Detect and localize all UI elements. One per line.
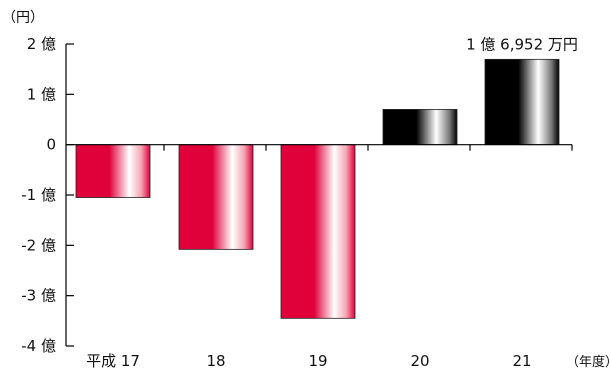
x-tick-label: 18 xyxy=(206,352,225,370)
x-tick-label: 19 xyxy=(308,352,327,370)
x-tick-label: 21 xyxy=(512,352,531,370)
x-axis: 平成 17 18 19 20 21 xyxy=(66,144,573,370)
y-axis: 2 億 1 億 0 -1 億 -2 億 -3 億 -4 億 xyxy=(21,35,74,355)
y-tick-label: 2 億 xyxy=(27,35,56,53)
y-tick-label: 1 億 xyxy=(27,85,56,103)
x-tick-label: 20 xyxy=(410,352,429,370)
y-unit-label: （円） xyxy=(2,10,44,26)
value-annotation: 1 億 6,952 万円 xyxy=(466,35,578,53)
bar-2 xyxy=(178,144,254,250)
x-tick-label: 平成 17 xyxy=(86,352,140,370)
y-tick-label: -3 億 xyxy=(21,287,56,305)
bar-4 xyxy=(382,109,458,146)
bars xyxy=(75,58,560,319)
bar-5 xyxy=(484,58,560,146)
y-tick-label: -4 億 xyxy=(21,337,56,355)
y-tick-label: 0 xyxy=(46,136,56,154)
x-unit-label: （年度） xyxy=(566,354,611,370)
y-tick-label: -1 億 xyxy=(21,186,56,204)
bar-1 xyxy=(75,144,151,198)
bar-3 xyxy=(280,144,356,319)
y-tick-label: -2 億 xyxy=(21,236,56,254)
